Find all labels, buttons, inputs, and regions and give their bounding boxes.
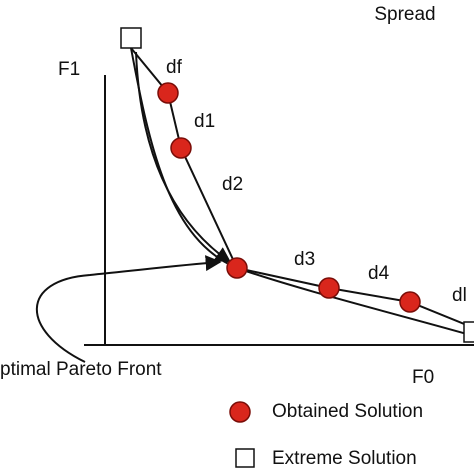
legend-marker (235, 448, 255, 468)
legend-label: Obtained Solution (272, 401, 423, 422)
extreme-solution (463, 321, 474, 343)
legend-marker (229, 401, 251, 423)
solution-point (170, 137, 192, 159)
distance-label: d3 (294, 249, 315, 270)
curve-label: ptimal Pareto Front (0, 359, 162, 380)
x-axis-label: F0 (412, 367, 434, 388)
label-arrow (35, 255, 222, 363)
inner-arrow (135, 51, 232, 263)
solution-point (399, 291, 421, 313)
distance-label: df (166, 57, 183, 78)
y-axis-label: F1 (58, 59, 80, 80)
solution-point (318, 277, 340, 299)
pareto-front (130, 47, 474, 337)
legend-label: Extreme Solution (272, 448, 417, 469)
solution-point (157, 82, 179, 104)
distance-label: d4 (368, 263, 390, 284)
distance-label: dl (452, 285, 467, 306)
title: Spread (374, 4, 435, 25)
distance-segments (130, 47, 474, 329)
extreme-solution (120, 27, 142, 49)
distance-label: d2 (222, 174, 243, 195)
distance-label: d1 (194, 111, 215, 132)
solution-point (226, 257, 248, 279)
